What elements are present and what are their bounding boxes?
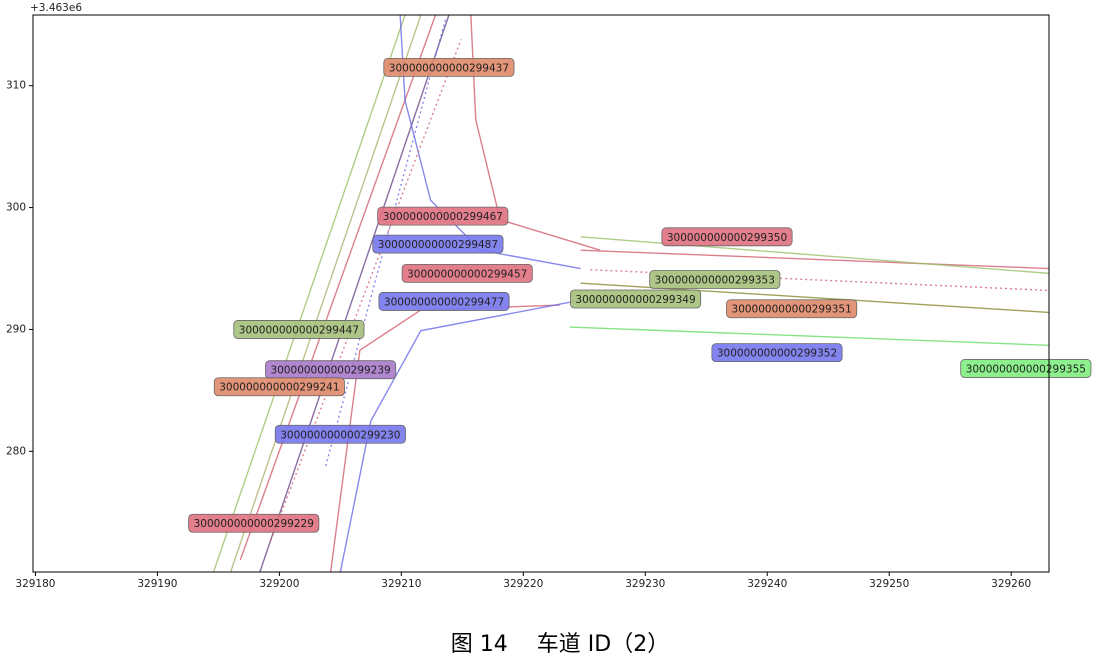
label-text: 300000000000299351 <box>732 304 852 316</box>
lane-line <box>399 15 581 270</box>
label-box <box>649 270 781 289</box>
lane-line <box>229 15 422 572</box>
lane-line <box>212 15 406 572</box>
label-text: 300000000000299230 <box>280 429 400 441</box>
label-text: 300000000000299241 <box>219 382 339 394</box>
label-text: 300000000000299477 <box>384 296 504 308</box>
frame <box>32 14 1050 573</box>
label-text: 300000000000299229 <box>194 518 314 530</box>
label-box <box>372 234 504 254</box>
label-text: 300000000000299447 <box>239 324 359 336</box>
label-text: 300000000000299487 <box>378 239 498 251</box>
label-box <box>570 289 702 309</box>
label-box <box>711 343 843 363</box>
label-text: 300000000000299239 <box>270 365 390 377</box>
label-box <box>726 299 858 319</box>
label-text: 300000000000299457 <box>407 268 527 280</box>
x-tick-label: 329210 <box>381 578 421 590</box>
label-text: 300000000000299352 <box>717 348 837 360</box>
label-box <box>401 263 533 283</box>
offset-text: +3.463e6 <box>30 2 82 14</box>
lane-line <box>569 326 1049 346</box>
x-tick-label: 329250 <box>869 578 909 590</box>
label-box <box>213 377 345 397</box>
y-tick-label: 300 <box>6 202 26 214</box>
label-box <box>377 206 509 226</box>
label-box <box>378 292 510 311</box>
y-tick-label: 310 <box>6 80 26 92</box>
y-tick-label: 290 <box>6 323 26 335</box>
label-text: 300000000000299350 <box>667 232 787 244</box>
lane-line <box>270 39 462 541</box>
label-text: 300000000000299349 <box>575 294 695 306</box>
caption: 图 14 车道 ID（2） <box>451 632 669 657</box>
x-tick-label: 329180 <box>15 578 55 590</box>
x-tick-label: 329190 <box>137 578 177 590</box>
x-tick-label: 329240 <box>747 578 787 590</box>
label-box <box>188 513 320 533</box>
x-tick-label: 329200 <box>259 578 299 590</box>
label-box <box>661 227 793 247</box>
x-tick-label: 329230 <box>625 578 665 590</box>
label-text: 300000000000299355 <box>966 363 1086 375</box>
label-box <box>960 359 1092 378</box>
lane-line <box>580 249 1049 270</box>
label-box <box>233 320 365 339</box>
label-box <box>274 424 406 444</box>
label-text: 300000000000299467 <box>383 211 503 223</box>
x-tick-label: 329260 <box>991 578 1031 590</box>
label-text: 300000000000299353 <box>655 274 775 286</box>
label-box <box>383 58 515 77</box>
label-text: 300000000000299437 <box>389 62 509 74</box>
lane-line <box>259 15 450 572</box>
y-tick-label: 280 <box>6 445 26 457</box>
lane-line <box>239 15 437 561</box>
lane-line <box>580 236 1049 275</box>
x-tick-label: 329220 <box>503 578 543 590</box>
